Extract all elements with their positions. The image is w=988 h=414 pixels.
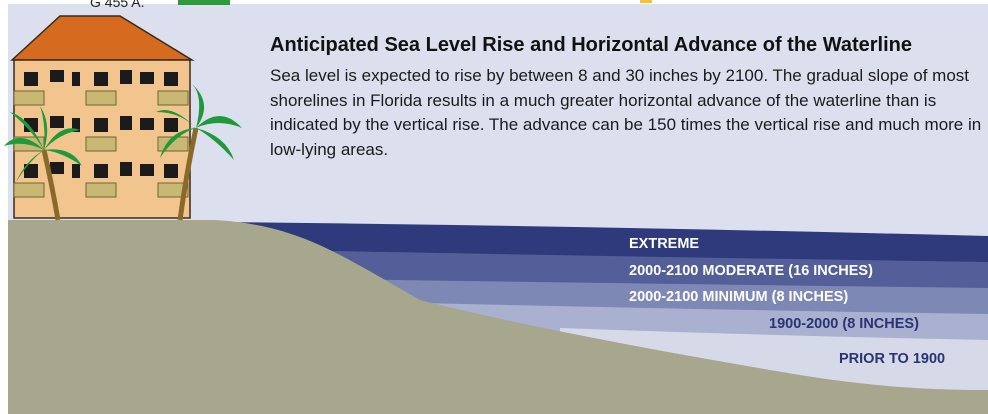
diagram-title: Anticipated Sea Level Rise and Horizonta… [270,34,912,56]
top-cropped-text: G 455 A. [90,0,145,10]
beach-building [10,15,195,219]
diagram-description: Sea level is expected to rise by between… [270,66,982,159]
palm-tree-left [4,106,82,221]
label-prior-1900: PRIOR TO 1900 [839,351,946,367]
top-green-tag [178,0,230,5]
label-extreme: EXTREME [629,236,700,252]
label-1900-2000: 1900-2000 (8 INCHES) [769,316,919,332]
top-yellow-mark [640,0,652,3]
building-windows [24,70,178,178]
label-moderate: 2000-2100 MODERATE (16 INCHES) [629,263,873,279]
palm-tree-right [156,84,242,221]
land-slope [8,220,988,414]
label-minimum: 2000-2100 MINIMUM (8 INCHES) [629,289,849,305]
